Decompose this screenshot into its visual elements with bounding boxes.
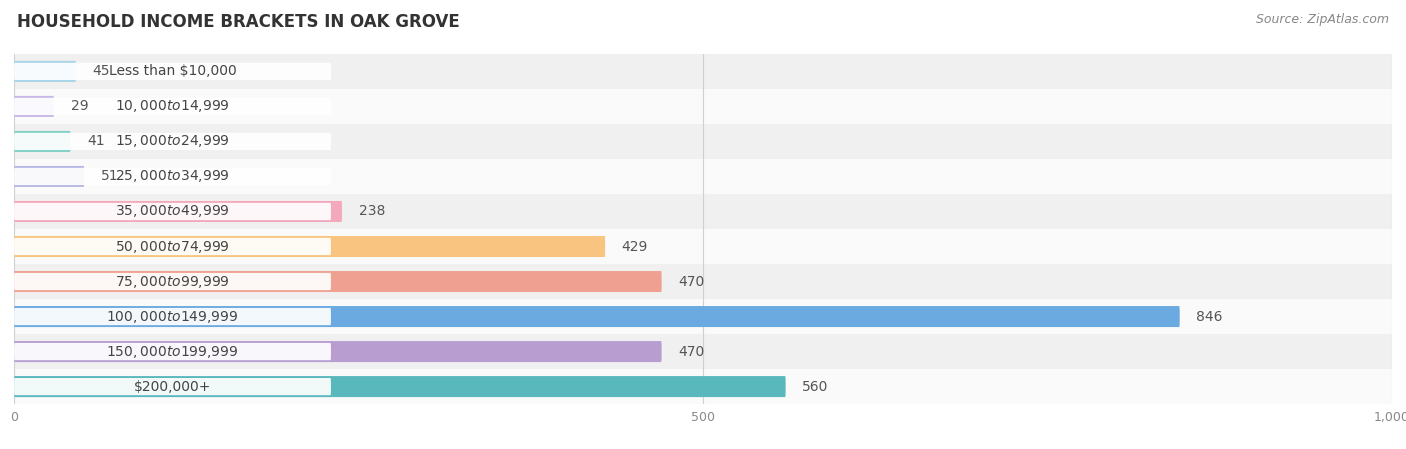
- FancyBboxPatch shape: [14, 238, 330, 255]
- Text: 429: 429: [621, 239, 648, 254]
- Text: 238: 238: [359, 204, 385, 219]
- Text: $75,000 to $99,999: $75,000 to $99,999: [115, 273, 231, 290]
- Text: $50,000 to $74,999: $50,000 to $74,999: [115, 238, 231, 255]
- Text: 29: 29: [70, 99, 89, 114]
- FancyBboxPatch shape: [14, 159, 1392, 194]
- Text: 41: 41: [87, 134, 104, 149]
- FancyBboxPatch shape: [14, 308, 330, 325]
- Text: $200,000+: $200,000+: [134, 379, 211, 394]
- FancyBboxPatch shape: [14, 166, 84, 187]
- FancyBboxPatch shape: [14, 306, 1180, 327]
- FancyBboxPatch shape: [14, 273, 330, 290]
- FancyBboxPatch shape: [14, 131, 70, 152]
- FancyBboxPatch shape: [14, 168, 330, 185]
- FancyBboxPatch shape: [14, 369, 1392, 404]
- Text: $15,000 to $24,999: $15,000 to $24,999: [115, 133, 231, 150]
- FancyBboxPatch shape: [14, 203, 330, 220]
- FancyBboxPatch shape: [14, 299, 1392, 334]
- Text: 560: 560: [803, 379, 828, 394]
- FancyBboxPatch shape: [14, 124, 1392, 159]
- Text: $10,000 to $14,999: $10,000 to $14,999: [115, 98, 231, 114]
- FancyBboxPatch shape: [14, 194, 1392, 229]
- Text: 846: 846: [1197, 309, 1223, 324]
- Text: $150,000 to $199,999: $150,000 to $199,999: [107, 343, 239, 360]
- FancyBboxPatch shape: [14, 96, 53, 117]
- Text: Less than $10,000: Less than $10,000: [108, 64, 236, 79]
- FancyBboxPatch shape: [14, 229, 1392, 264]
- FancyBboxPatch shape: [14, 54, 1392, 89]
- Text: Source: ZipAtlas.com: Source: ZipAtlas.com: [1256, 13, 1389, 26]
- FancyBboxPatch shape: [14, 343, 330, 360]
- Text: $25,000 to $34,999: $25,000 to $34,999: [115, 168, 231, 185]
- FancyBboxPatch shape: [14, 63, 330, 80]
- Text: $35,000 to $49,999: $35,000 to $49,999: [115, 203, 231, 220]
- Text: 470: 470: [678, 344, 704, 359]
- Text: HOUSEHOLD INCOME BRACKETS IN OAK GROVE: HOUSEHOLD INCOME BRACKETS IN OAK GROVE: [17, 13, 460, 31]
- FancyBboxPatch shape: [14, 61, 76, 82]
- FancyBboxPatch shape: [14, 341, 662, 362]
- Text: $100,000 to $149,999: $100,000 to $149,999: [107, 308, 239, 325]
- FancyBboxPatch shape: [14, 98, 330, 115]
- FancyBboxPatch shape: [14, 133, 330, 150]
- Text: 51: 51: [101, 169, 118, 184]
- FancyBboxPatch shape: [14, 378, 330, 395]
- FancyBboxPatch shape: [14, 89, 1392, 124]
- Text: 470: 470: [678, 274, 704, 289]
- FancyBboxPatch shape: [14, 334, 1392, 369]
- FancyBboxPatch shape: [14, 264, 1392, 299]
- Text: 45: 45: [93, 64, 110, 79]
- FancyBboxPatch shape: [14, 376, 786, 397]
- FancyBboxPatch shape: [14, 271, 662, 292]
- FancyBboxPatch shape: [14, 201, 342, 222]
- FancyBboxPatch shape: [14, 236, 605, 257]
